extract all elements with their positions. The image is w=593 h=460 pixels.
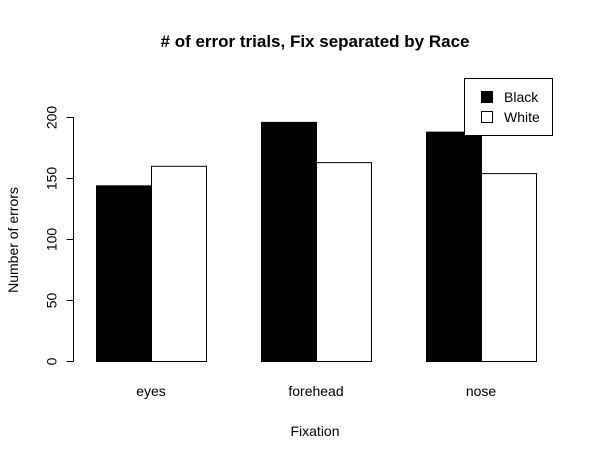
bar-black-forehead [261, 121, 317, 362]
y-tick-label: 150 [44, 167, 60, 191]
bar-white-eyes [151, 165, 207, 362]
chart-title: # of error trials, Fix separated by Race [161, 32, 470, 51]
y-tick-label: 0 [44, 357, 60, 365]
x-axis-labels: eyes forehead nose [136, 383, 496, 399]
legend-swatch-white [481, 111, 493, 123]
y-axis: 0 50 100 150 200 [44, 106, 74, 365]
legend-label-black: Black [504, 89, 539, 105]
bar-black-nose [426, 131, 482, 362]
legend-box [464, 78, 553, 136]
bar-black-eyes [96, 185, 152, 362]
bars [96, 121, 537, 362]
legend-label-white: White [504, 109, 540, 125]
x-axis-title: Fixation [290, 423, 339, 439]
y-tick-label: 100 [44, 228, 60, 252]
x-tick-label-nose: nose [466, 383, 497, 399]
x-tick-label-forehead: forehead [288, 383, 343, 399]
y-tick-label: 50 [44, 293, 60, 309]
bar-white-forehead [316, 162, 372, 362]
y-axis-title: Number of errors [5, 187, 21, 293]
legend-swatch-black [481, 91, 493, 103]
y-tick-label: 200 [44, 106, 60, 130]
x-tick-label-eyes: eyes [136, 383, 166, 399]
bar-white-nose [481, 173, 537, 362]
legend: Black White [464, 78, 553, 136]
